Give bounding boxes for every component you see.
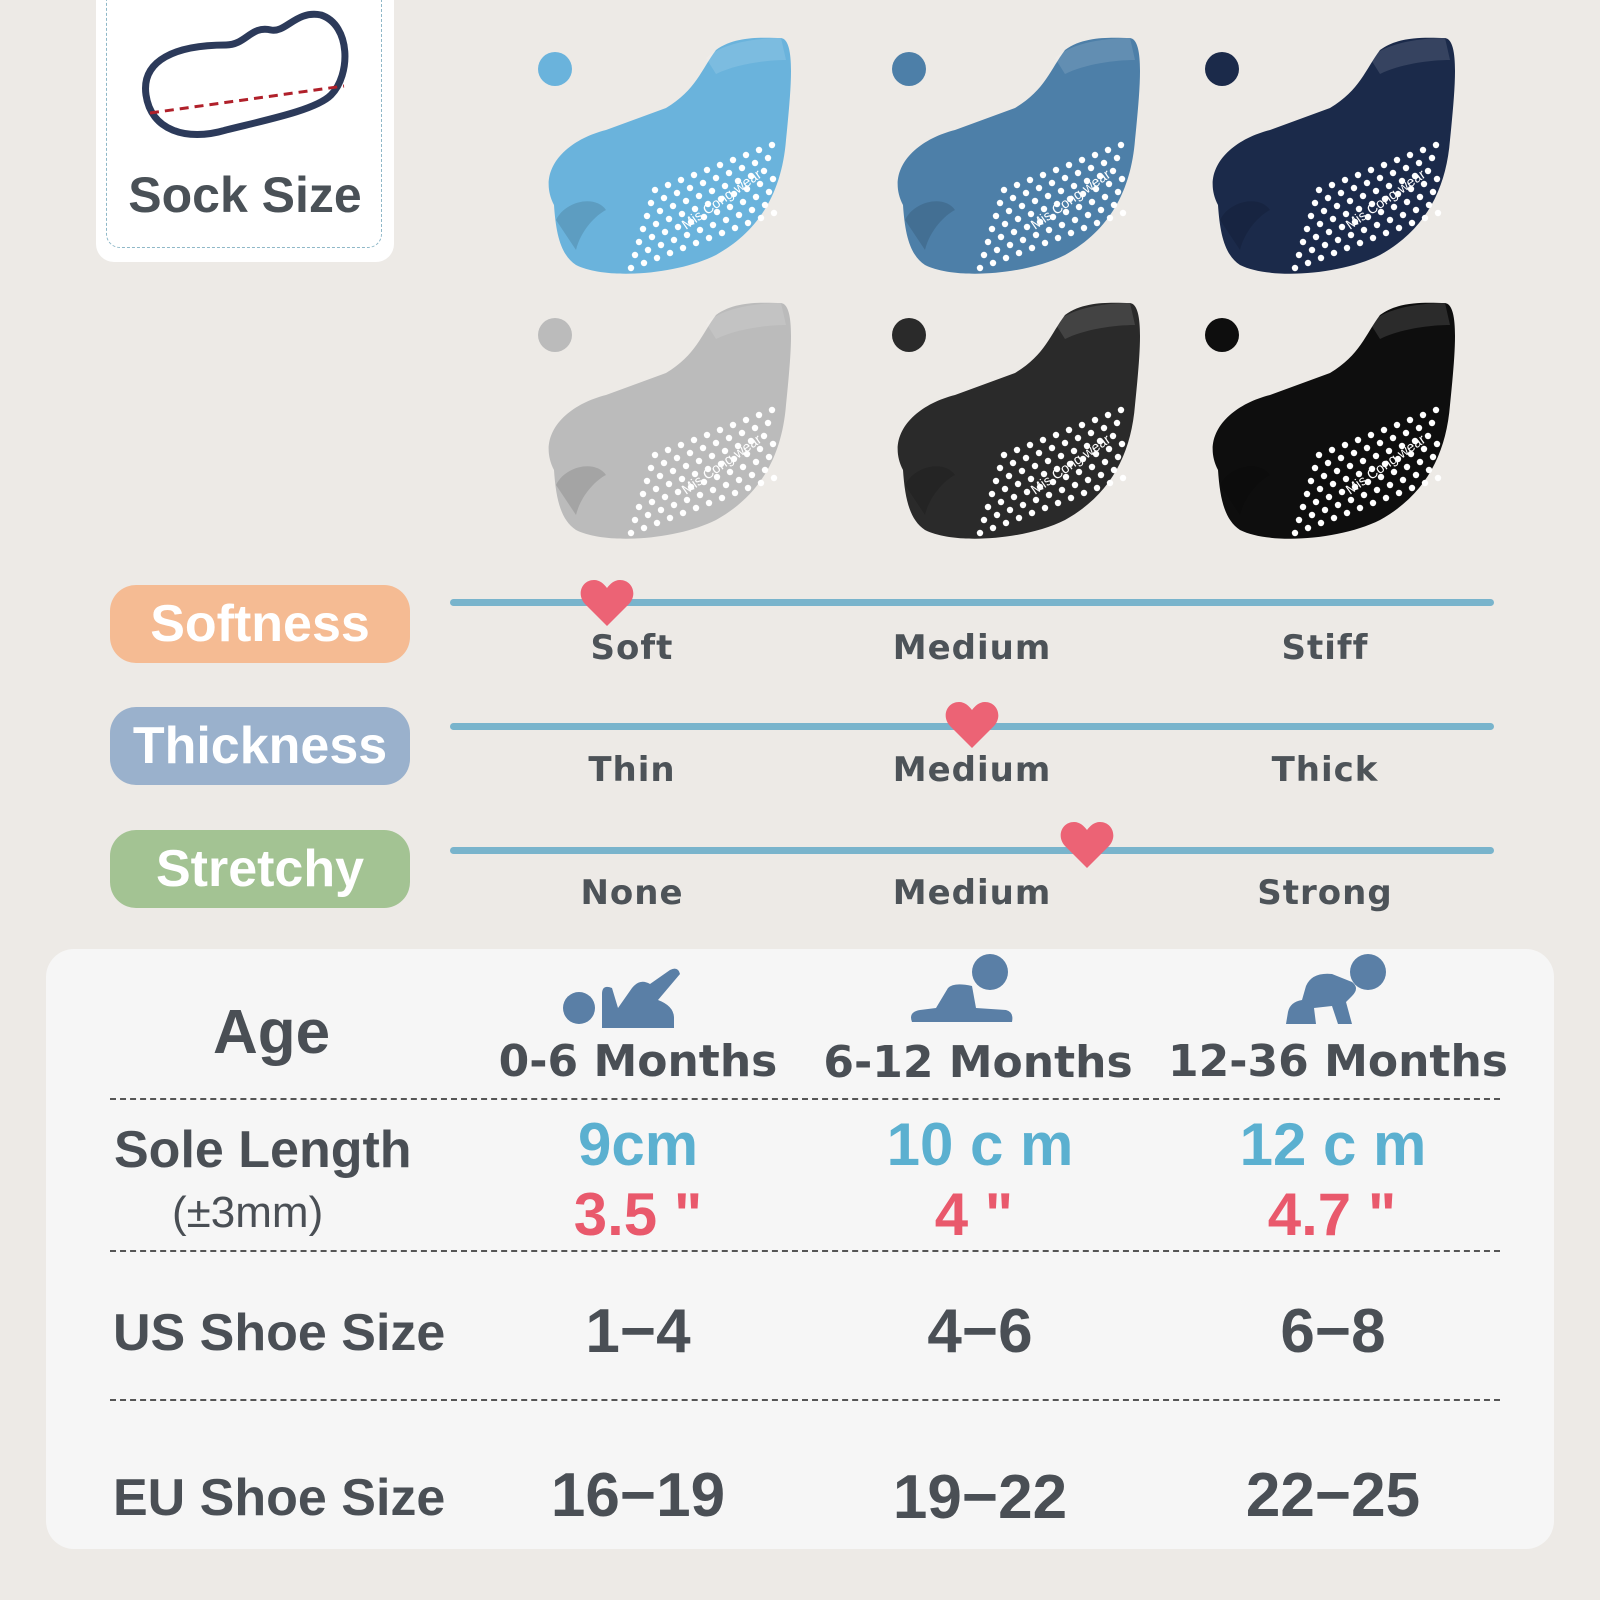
- row-divider: [110, 1098, 1500, 1100]
- sock-steel-blue: Mis Cong wear: [897, 37, 1140, 274]
- sole-in-3: 4.7 ": [1267, 1181, 1397, 1248]
- color-dot-light-gray: [538, 318, 572, 352]
- sole-tolerance: (±3mm): [172, 1188, 324, 1237]
- color-dot-charcoal: [892, 318, 926, 352]
- age-12-36: 12-36 Months: [1168, 1036, 1508, 1087]
- age-label: Age: [213, 998, 331, 1067]
- color-dot-black: [1205, 318, 1239, 352]
- thickness-level-thick: Thick: [1271, 750, 1379, 790]
- stretchy-pill: Stretchy: [110, 830, 410, 908]
- row-divider: [110, 1250, 1500, 1252]
- sole-cm-1: 9cm: [577, 1111, 699, 1178]
- softness-level-soft: Soft: [590, 628, 674, 668]
- stretchy-level-strong: Strong: [1257, 873, 1393, 913]
- eu-size-1: 16−19: [550, 1461, 726, 1530]
- age-0-6: 0-6 Months: [498, 1036, 778, 1087]
- sole-in-1: 3.5 ": [573, 1181, 703, 1248]
- us-size-3: 6−8: [1280, 1297, 1386, 1366]
- baby-crawling-icon: [911, 954, 1013, 1022]
- eu-size-3: 22−25: [1245, 1461, 1421, 1530]
- thickness-heart-icon: [945, 702, 999, 748]
- sock-navy: Mis Cong wear: [1212, 37, 1455, 274]
- thickness-pill: Thickness: [110, 707, 410, 785]
- sock-size-card: Sock Size: [96, 0, 394, 262]
- us-size-2: 4−6: [927, 1297, 1033, 1366]
- baby-lying-icon: [563, 968, 680, 1028]
- sole-in-2: 4 ": [934, 1181, 1014, 1248]
- thickness-level-medium: Medium: [892, 750, 1052, 790]
- baby-crawling-up-icon: [1286, 954, 1386, 1024]
- us-size-1: 1−4: [585, 1297, 691, 1366]
- stretchy-level-medium: Medium: [892, 873, 1052, 913]
- eu-size-2: 19−22: [892, 1463, 1068, 1532]
- size-table: [46, 949, 1554, 1549]
- sole-cm-2: 10 c m: [886, 1111, 1074, 1178]
- sole-cm-3: 12 c m: [1239, 1111, 1427, 1178]
- color-dot-steel-blue: [892, 52, 926, 86]
- sock-light-gray: Mis Cong wear: [548, 302, 791, 539]
- row-divider: [110, 1399, 1500, 1401]
- softness-level-stiff: Stiff: [1281, 628, 1369, 668]
- color-dot-navy: [1205, 52, 1239, 86]
- sock-sky-blue: Mis Cong wear: [548, 37, 791, 274]
- age-6-12: 6-12 Months: [823, 1037, 1133, 1088]
- us-shoe-size-label: US Shoe Size: [113, 1304, 446, 1362]
- sock-black: Mis Cong wear: [1212, 302, 1455, 539]
- sock-charcoal: Mis Cong wear: [897, 302, 1140, 539]
- sock-outline-icon: [142, 10, 349, 138]
- sole-length-label: Sole Length: [114, 1121, 412, 1179]
- stretchy-heart-icon: [1060, 822, 1114, 868]
- stretchy-track: [450, 847, 1494, 854]
- stretchy-level-none: None: [580, 873, 684, 913]
- softness-level-medium: Medium: [892, 628, 1052, 668]
- softness-heart-icon: [580, 580, 633, 626]
- softness-pill: Softness: [110, 585, 410, 663]
- sock-size-title: Sock Size: [128, 167, 362, 223]
- sock-size-card-border: [106, 0, 382, 248]
- thickness-level-thin: Thin: [588, 750, 676, 790]
- softness-track: [450, 599, 1494, 606]
- color-dot-sky-blue: [538, 52, 572, 86]
- eu-shoe-size-label: EU Shoe Size: [113, 1469, 446, 1527]
